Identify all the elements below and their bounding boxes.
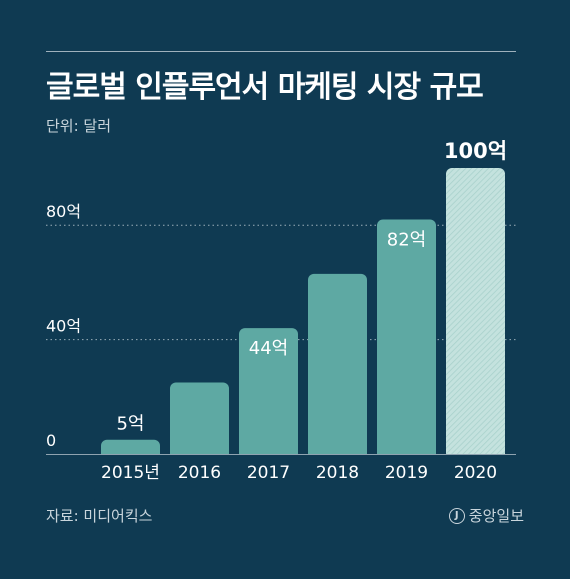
bar-base-2017: [239, 448, 298, 454]
bar-base-2020: [446, 448, 505, 454]
value-label: 100억: [444, 139, 507, 163]
bar-base-2019: [377, 448, 436, 454]
bar-2019: [377, 219, 436, 454]
x-tick-label: 2020: [454, 463, 497, 483]
brand-name: 중앙일보: [468, 507, 524, 525]
bar-2016: [170, 382, 229, 454]
value-label: 5억: [116, 414, 144, 435]
x-tick-label: 2015년: [101, 463, 160, 483]
bar-base-2018: [308, 448, 367, 454]
unit-label: 단위: 달러: [46, 117, 112, 135]
y-tick-label: 40억: [46, 317, 81, 336]
top-divider: [46, 51, 516, 52]
brand: J 중앙일보: [448, 505, 524, 526]
value-label: 44억: [249, 338, 288, 359]
y-tick-label: 0: [46, 431, 56, 450]
value-label: 82억: [387, 229, 426, 250]
bar-2020: [446, 168, 505, 454]
bar-2018: [308, 273, 367, 454]
chart-title: 글로벌 인플루언서 마케팅 시장 규모: [46, 70, 484, 105]
x-tick-label: 2018: [316, 463, 359, 483]
bar-2017: [239, 328, 298, 454]
x-tick-label: 2017: [247, 463, 290, 483]
y-tick-label: 80억: [46, 202, 81, 221]
labels-layer: 0 40억 80억 2015년 5억 2016 2017 44억 2018 2019 82억 2020…: [46, 139, 507, 483]
x-tick-label: 2016: [178, 463, 221, 483]
bar-base-2016: [170, 448, 229, 454]
bar-base-2015년: [101, 448, 160, 454]
bars-layer: [101, 168, 505, 454]
source-note: 자료: 미디어킥스: [46, 507, 153, 525]
brand-logo-icon: J: [448, 507, 465, 524]
x-tick-label: 2019: [385, 463, 428, 483]
